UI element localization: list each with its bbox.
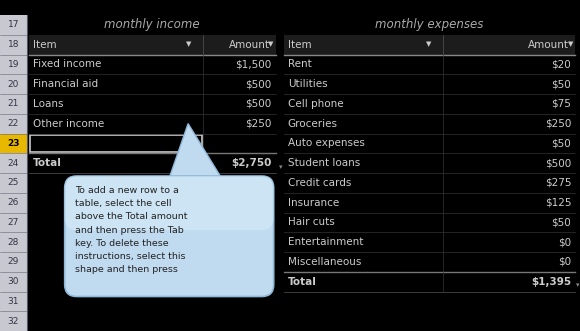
Text: $2,750: $2,750 [231, 158, 271, 168]
Text: 30: 30 [8, 277, 19, 286]
Bar [0, 292, 27, 311]
FancyBboxPatch shape [65, 176, 274, 297]
Bar [203, 133, 276, 153]
Polygon shape [169, 123, 222, 178]
Bar [0, 74, 27, 94]
Text: $1,395: $1,395 [531, 277, 571, 287]
Text: $0: $0 [558, 237, 571, 247]
Bar [0, 193, 27, 213]
Text: ▼: ▼ [186, 42, 192, 48]
Text: $20: $20 [552, 59, 571, 70]
Text: Utilities: Utilities [288, 79, 327, 89]
Text: 18: 18 [8, 40, 19, 49]
Text: Student loans: Student loans [288, 158, 360, 168]
Text: 26: 26 [8, 198, 19, 207]
Text: 27: 27 [8, 218, 19, 227]
Bar [29, 133, 203, 153]
Text: Item: Item [288, 40, 311, 50]
Bar [0, 272, 27, 292]
Text: $250: $250 [545, 118, 571, 129]
Bar [0, 311, 27, 331]
Text: $250: $250 [245, 118, 271, 129]
Text: ▼: ▼ [426, 42, 432, 48]
Bar [0, 213, 27, 232]
Bar [0, 94, 27, 114]
Text: ▼: ▼ [269, 42, 274, 48]
Bar [0, 232, 27, 252]
Text: Hair cuts: Hair cuts [288, 217, 335, 227]
Text: Insurance: Insurance [288, 198, 339, 208]
Text: 29: 29 [8, 258, 19, 266]
Text: 19: 19 [8, 60, 19, 69]
Text: Loans: Loans [33, 99, 63, 109]
Bar [29, 35, 276, 55]
Text: 21: 21 [8, 99, 19, 108]
Text: $50: $50 [552, 217, 571, 227]
Text: ▾: ▾ [278, 164, 282, 170]
Text: 32: 32 [8, 317, 19, 326]
Text: $125: $125 [545, 198, 571, 208]
Text: $75: $75 [552, 99, 571, 109]
Text: 22: 22 [8, 119, 19, 128]
Text: $50: $50 [552, 138, 571, 148]
Bar [0, 15, 27, 35]
Text: $50: $50 [552, 79, 571, 89]
Text: 17: 17 [8, 21, 19, 29]
Bar [0, 114, 27, 133]
Text: $0: $0 [558, 257, 571, 267]
Text: monthly expenses: monthly expenses [375, 19, 484, 31]
Text: 23: 23 [7, 139, 20, 148]
Bar [30, 134, 202, 152]
Text: $500: $500 [245, 79, 271, 89]
Text: Miscellaneous: Miscellaneous [288, 257, 361, 267]
Text: $275: $275 [545, 178, 571, 188]
Text: To add a new row to a
table, select the cell
above the Total amount
and then pre: To add a new row to a table, select the … [75, 186, 187, 274]
Text: Financial aid: Financial aid [33, 79, 98, 89]
Text: 20: 20 [8, 80, 19, 89]
Text: $500: $500 [545, 158, 571, 168]
Text: ▼: ▼ [568, 42, 573, 48]
Text: Amount: Amount [229, 40, 270, 50]
Bar [0, 153, 27, 173]
Text: Total: Total [288, 277, 317, 287]
Bar [284, 35, 575, 55]
Text: Auto expenses: Auto expenses [288, 138, 364, 148]
Text: 25: 25 [8, 178, 19, 187]
FancyBboxPatch shape [65, 176, 274, 230]
Text: Credit cards: Credit cards [288, 178, 351, 188]
Bar [0, 35, 27, 55]
Text: $500: $500 [245, 99, 271, 109]
Text: Item: Item [33, 40, 56, 50]
Bar [0, 252, 27, 272]
Text: Cell phone: Cell phone [288, 99, 343, 109]
Text: Entertainment: Entertainment [288, 237, 363, 247]
Text: Total: Total [33, 158, 61, 168]
Bar [0, 173, 27, 193]
Bar [0, 133, 27, 153]
Text: 28: 28 [8, 238, 19, 247]
Text: ▾: ▾ [577, 282, 580, 289]
Text: 31: 31 [8, 297, 19, 306]
Text: Fixed income: Fixed income [33, 59, 102, 70]
Text: monthly income: monthly income [104, 19, 200, 31]
Text: Amount: Amount [528, 40, 570, 50]
Text: Rent: Rent [288, 59, 311, 70]
Text: $1,500: $1,500 [235, 59, 271, 70]
Bar [0, 55, 27, 74]
Text: Other income: Other income [33, 118, 104, 129]
Text: 24: 24 [8, 159, 19, 167]
Text: Groceries: Groceries [288, 118, 338, 129]
